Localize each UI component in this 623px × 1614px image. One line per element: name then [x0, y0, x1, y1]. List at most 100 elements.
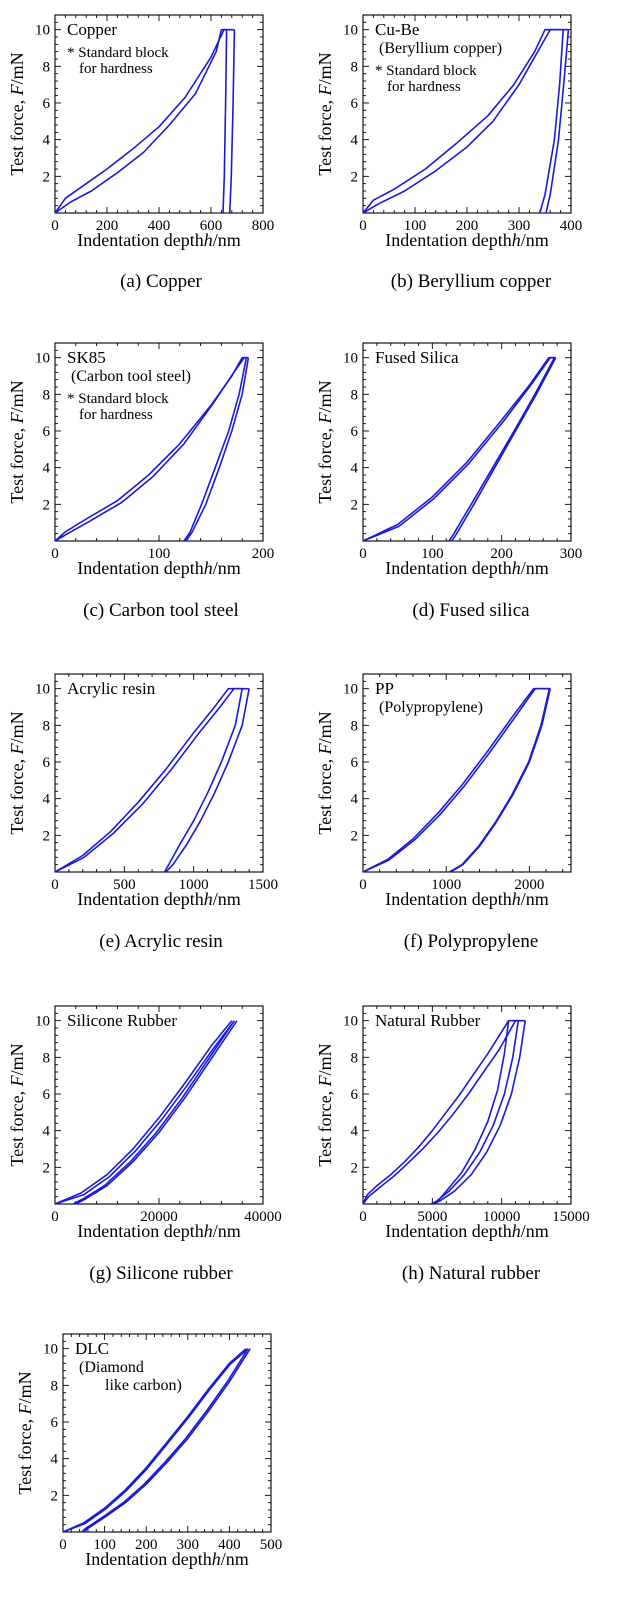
y-tick-label: 8 — [43, 1050, 51, 1066]
x-axis-label: Indentation depthh/nm — [77, 230, 240, 250]
material-label: Acrylic resin — [67, 679, 156, 698]
curve-2 — [54, 356, 249, 542]
curve-2 — [362, 687, 551, 873]
x-tick-label: 200 — [456, 218, 479, 234]
x-tick-label: 15000 — [552, 1209, 590, 1225]
curve-4 — [449, 688, 551, 873]
panel-caption: (b) Beryllium copper — [390, 271, 552, 292]
material-label: Cu-Be — [375, 20, 419, 39]
curve-4 — [72, 1020, 236, 1205]
curve-2 — [62, 1348, 249, 1533]
y-tick-label: 2 — [351, 169, 359, 185]
plot-frame — [54, 673, 264, 873]
material-label: Silicone Rubber — [67, 1011, 177, 1030]
curve-3 — [451, 357, 557, 542]
x-tick-label: 800 — [252, 218, 275, 234]
curve-5 — [434, 1020, 510, 1205]
curve-2 — [362, 356, 556, 542]
x-tick-label: 100 — [148, 546, 171, 562]
x-tick-label: 100 — [93, 1537, 116, 1553]
panel-caption: (f) Polypropylene — [403, 931, 539, 952]
y-tick-label: 2 — [43, 828, 51, 844]
x-axis-label: Indentation depthh/nm — [385, 889, 548, 909]
curve-1 — [362, 356, 555, 542]
curve-1 — [54, 1020, 233, 1205]
x-tick-label: 300 — [560, 546, 583, 562]
y-tick-label: 6 — [351, 1087, 359, 1103]
material-label: Natural Rubber — [375, 1011, 481, 1030]
y-tick-label: 2 — [43, 1160, 51, 1176]
x-tick-label: 400 — [218, 1537, 241, 1553]
x-tick-label: 0 — [359, 546, 367, 562]
x-tick-label: 0 — [51, 546, 59, 562]
material-sublabel: like carbon) — [105, 1377, 182, 1394]
curve-3 — [432, 1020, 526, 1205]
y-tick-label: 10 — [343, 351, 358, 367]
y-tick-label: 6 — [43, 96, 51, 112]
x-tick-label: 0 — [359, 877, 367, 893]
y-tick-label: 4 — [51, 1452, 59, 1468]
y-tick-label: 8 — [351, 718, 359, 734]
note-label: for hardness — [79, 407, 153, 423]
y-axis-label: Test force, F/mN — [315, 380, 335, 503]
x-tick-label: 100 — [421, 546, 444, 562]
x-tick-label: 200 — [96, 218, 119, 234]
material-sublabel: (Carbon tool steel) — [71, 368, 191, 385]
y-tick-label: 10 — [343, 682, 358, 698]
x-tick-label: 2000 — [514, 877, 544, 893]
curve-4 — [163, 688, 243, 873]
x-tick-label: 200 — [135, 1537, 158, 1553]
y-axis-label: Test force, F/mN — [315, 1043, 335, 1166]
note-label: for hardness — [79, 61, 153, 77]
y-tick-label: 6 — [43, 424, 51, 440]
y-tick-label: 4 — [43, 133, 51, 149]
y-tick-label: 6 — [351, 755, 359, 771]
x-tick-label: 200 — [490, 546, 513, 562]
y-tick-label: 8 — [43, 387, 51, 403]
y-tick-label: 10 — [35, 351, 50, 367]
material-label: PP — [375, 679, 394, 698]
panel-caption: (h) Natural rubber — [401, 1263, 541, 1284]
plot-frame — [362, 1005, 572, 1205]
y-tick-label: 10 — [35, 1014, 50, 1030]
x-tick-label: 500 — [113, 877, 136, 893]
chart-panel-5: 2 4 6 8 10 0 500 1000 1500 Indentation depthh/nm T… — [7, 673, 278, 909]
curve-2 — [362, 28, 569, 214]
x-tick-label: 500 — [260, 1537, 283, 1553]
y-tick-label: 2 — [351, 1160, 359, 1176]
x-tick-label: 600 — [200, 218, 223, 234]
curve-3 — [539, 29, 564, 214]
curve-4 — [545, 29, 570, 214]
curve-3 — [185, 357, 250, 542]
x-tick-label: 300 — [177, 1537, 200, 1553]
y-axis-label: Test force, F/mN — [315, 711, 335, 834]
x-tick-label: 0 — [59, 1537, 67, 1553]
note-label: * Standard block — [67, 45, 169, 61]
x-tick-label: 1000 — [431, 877, 461, 893]
y-tick-label: 6 — [43, 1087, 51, 1103]
material-label: Fused Silica — [375, 348, 459, 367]
y-tick-label: 8 — [351, 387, 359, 403]
x-axis-label: Indentation depthh/nm — [385, 1221, 548, 1241]
x-tick-label: 300 — [508, 218, 531, 234]
x-tick-label: 1000 — [179, 877, 209, 893]
note-label: for hardness — [387, 79, 461, 95]
material-label: Copper — [67, 20, 117, 39]
plot-frame — [62, 1333, 272, 1533]
note-label: * Standard block — [67, 391, 169, 407]
panel-caption: (c) Carbon tool steel — [83, 600, 239, 621]
curve-4 — [183, 357, 248, 542]
x-tick-label: 400 — [560, 218, 583, 234]
y-tick-label: 8 — [43, 718, 51, 734]
material-sublabel: (Beryllium copper) — [379, 40, 502, 57]
y-tick-label: 4 — [43, 1124, 51, 1140]
note-label: * Standard block — [375, 63, 477, 79]
x-tick-label: 1500 — [248, 877, 278, 893]
y-tick-label: 6 — [51, 1415, 59, 1431]
y-tick-label: 6 — [351, 96, 359, 112]
